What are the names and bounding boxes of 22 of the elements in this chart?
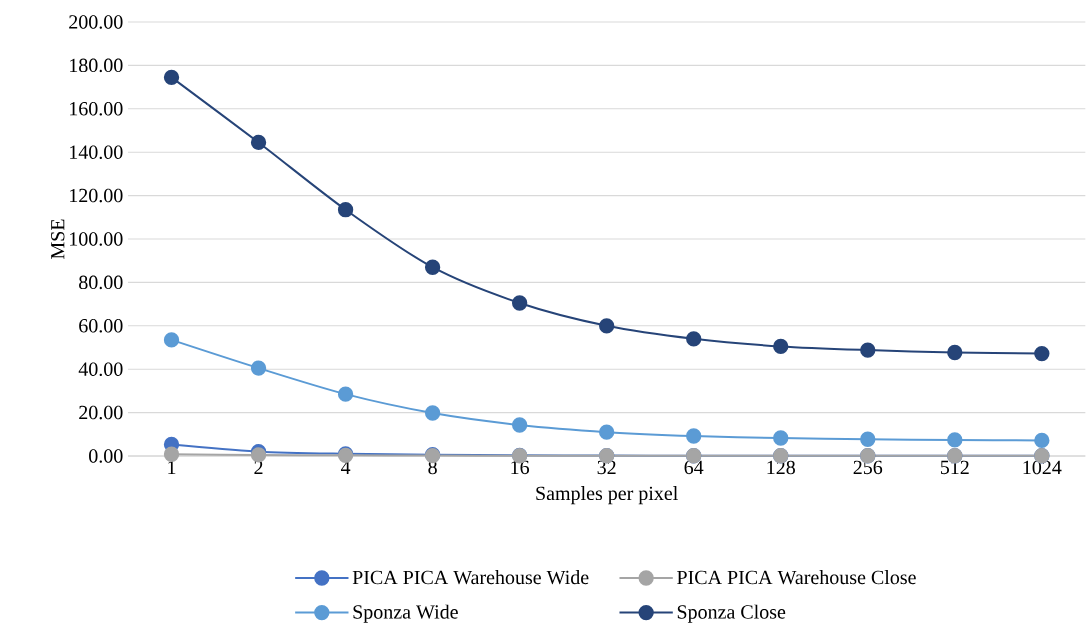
legend-label: PICA PICA Warehouse Close <box>677 570 916 585</box>
y-tick-label: 200.00 <box>69 15 123 29</box>
x-tick-label: 1024 <box>1023 460 1062 475</box>
y-tick-label: 40.00 <box>78 362 123 376</box>
y-tick-label: 20.00 <box>79 405 123 420</box>
y-tick-label: 60.00 <box>79 319 123 333</box>
x-tick-label: 1 <box>168 460 176 474</box>
x-axis-title: Samples per pixel <box>536 486 678 505</box>
y-tick-label: 140.00 <box>70 145 123 159</box>
y-tick-label: 120.00 <box>70 188 123 203</box>
y-tick-label: 80.00 <box>79 275 123 290</box>
y-tick-label: 180.00 <box>70 58 123 73</box>
legend-label: Sponza Wide <box>353 604 458 623</box>
y-tick-label: 160.00 <box>70 102 123 116</box>
y-tick-label: 100.00 <box>70 232 123 246</box>
x-tick-label: 64 <box>684 460 704 475</box>
x-tick-label: 4 <box>340 460 351 474</box>
legend-label: Sponza Close <box>677 604 786 623</box>
y-axis-title: MSE <box>51 219 65 259</box>
y-tick-label: 0.00 <box>89 449 123 463</box>
legend-label: PICA PICA Warehouse Wide <box>352 570 589 585</box>
x-tick-label: 16 <box>511 460 530 475</box>
